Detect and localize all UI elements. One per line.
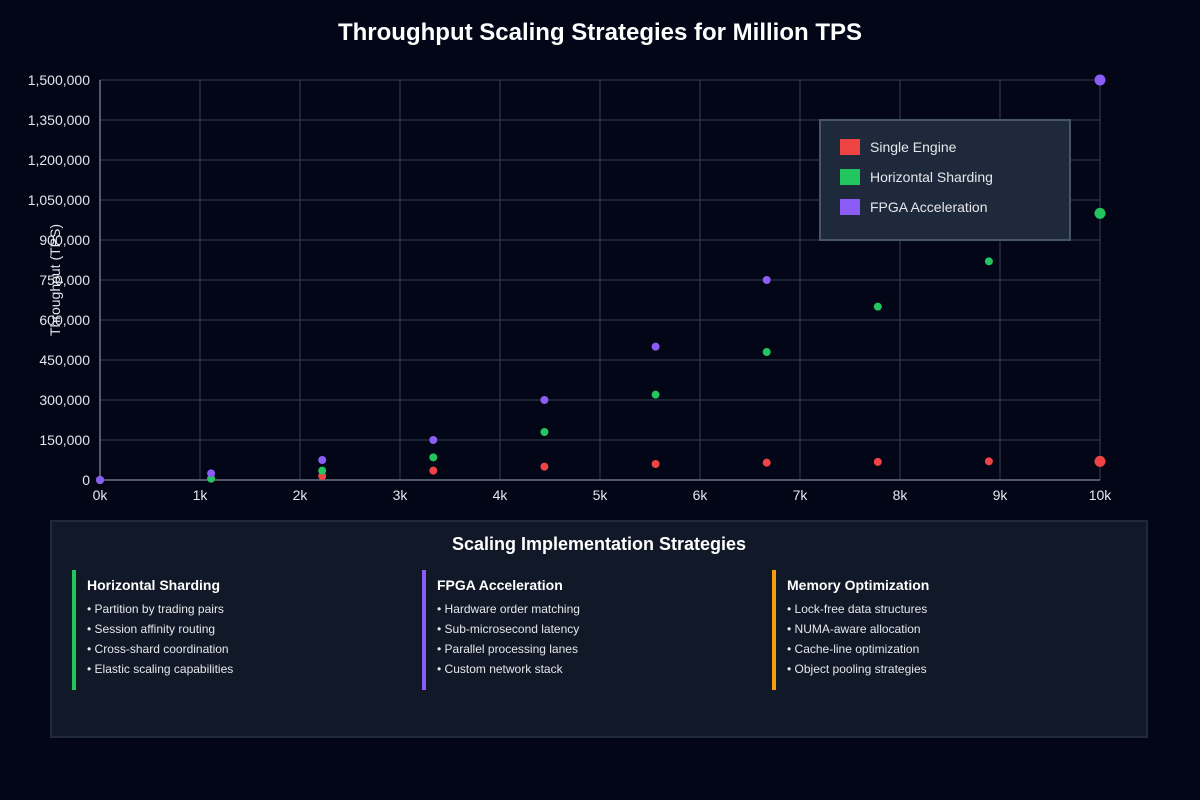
single-engine-point [1094,455,1106,467]
strategy-heading: Horizontal Sharding [87,577,220,593]
strategy-item: • NUMA-aware allocation [787,622,921,636]
strategies-title: Scaling Implementation Strategies [451,534,747,554]
legend-swatch-horizontal-sharding [840,169,860,185]
fpga-acceleration-point [762,276,771,284]
horizontal-sharding-point [873,302,882,311]
y-tick-label: 600,000 [39,312,90,328]
chart-title: Throughput Scaling Strategies for Millio… [338,19,862,46]
horizontal-sharding-point [984,257,993,266]
fpga-acceleration-point [651,342,660,351]
legend-box [819,119,1071,241]
strategy-item: • Cache-line optimization [787,642,920,656]
y-axis-title: Throughput (TPS) [47,224,63,336]
x-tick-label: 8k [893,487,909,503]
y-tick-label: 900,000 [39,232,90,248]
single-engine-point [429,466,438,475]
x-tick-label: 10k [1089,487,1113,503]
strategy-item: • Partition by trading pairs [87,602,224,616]
y-tick-label: 150,000 [39,432,90,448]
fpga-acceleration-point [318,456,327,464]
x-tick-label: 6k [693,487,709,503]
legend-label-fpga-acceleration: FPGA Acceleration [870,199,988,215]
strategy-item: • Elastic scaling capabilities [87,662,234,676]
legend: Single Engine Horizontal Sharding FPGA Acc… [819,119,1071,241]
fpga-acceleration-point [1094,74,1106,86]
y-tick-label: 750,000 [39,272,90,288]
single-engine-point [873,457,882,466]
single-engine-point [540,462,549,471]
y-tick-label: 1,350,000 [28,112,90,128]
horizontal-sharding-point [651,390,660,399]
strategy-item: • Sub-microsecond latency [437,622,580,636]
strategy-item: • Hardware order matching [437,602,580,616]
strategy-card-memory-optimization: Memory Optimization • Lock-free data stru… [772,570,1072,690]
legend-swatch-fpga-acceleration [840,199,860,215]
x-tick-label: 2k [293,487,309,503]
horizontal-sharding-point [762,348,771,356]
y-tick-label: 1,500,000 [28,72,90,88]
strategy-item: • Parallel processing lanes [437,642,578,656]
x-tick-label: 5k [593,487,609,503]
single-engine-point [651,460,660,468]
y-tick-label: 300,000 [39,392,90,408]
strategy-card-fpga-acceleration: FPGA Acceleration • Hardware order matchi… [422,570,722,690]
throughput-scatter-chart: Throughput Scaling Strategies for Millio… [28,19,1113,503]
legend-label-horizontal-sharding: Horizontal Sharding [870,169,993,185]
x-tick-label: 7k [793,487,809,503]
strategy-heading: FPGA Acceleration [437,577,563,593]
y-tick-label: 1,050,000 [28,192,90,208]
x-tick-label: 1k [193,487,209,503]
axes: 0k 1k 2k 3k 4k 5k 6k 7k 8k 9k 10k 0 150,000 300,000 45… [28,72,1113,503]
y-tick-label: 1,200,000 [28,152,90,168]
fpga-acceleration-point [207,469,216,478]
strategy-item: • Custom network stack [437,662,563,676]
fpga-acceleration-point [540,396,549,404]
strategy-item: • Session affinity routing [87,622,216,636]
x-tick-label: 4k [493,487,509,503]
horizontal-sharding-point [540,428,549,436]
horizontal-sharding-point [318,466,327,475]
single-engine-point [984,457,993,466]
strategy-card-horizontal-sharding: Horizontal Sharding • Partition by tradin… [72,570,372,690]
strategy-item: • Cross-shard coordination [87,642,229,656]
x-tick-label: 0k [93,487,109,503]
x-tick-label: 3k [393,487,409,503]
horizontal-sharding-point [429,453,438,462]
strategies-panel: Scaling Implementation Strategies Horizo… [50,520,1148,738]
y-tick-label: 450,000 [39,352,90,368]
legend-swatch-single-engine [840,139,860,155]
data-points [96,74,1106,484]
strategy-item: • Lock-free data structures [787,602,928,616]
legend-label-single-engine: Single Engine [870,139,957,155]
fpga-acceleration-point [96,476,104,484]
strategy-heading: Memory Optimization [787,577,930,593]
single-engine-point [762,458,771,467]
fpga-acceleration-point [429,436,438,444]
strategy-item: • Object pooling strategies [787,662,927,676]
y-tick-label: 0 [82,472,90,488]
x-tick-label: 9k [993,487,1009,503]
horizontal-sharding-point [1094,207,1106,219]
